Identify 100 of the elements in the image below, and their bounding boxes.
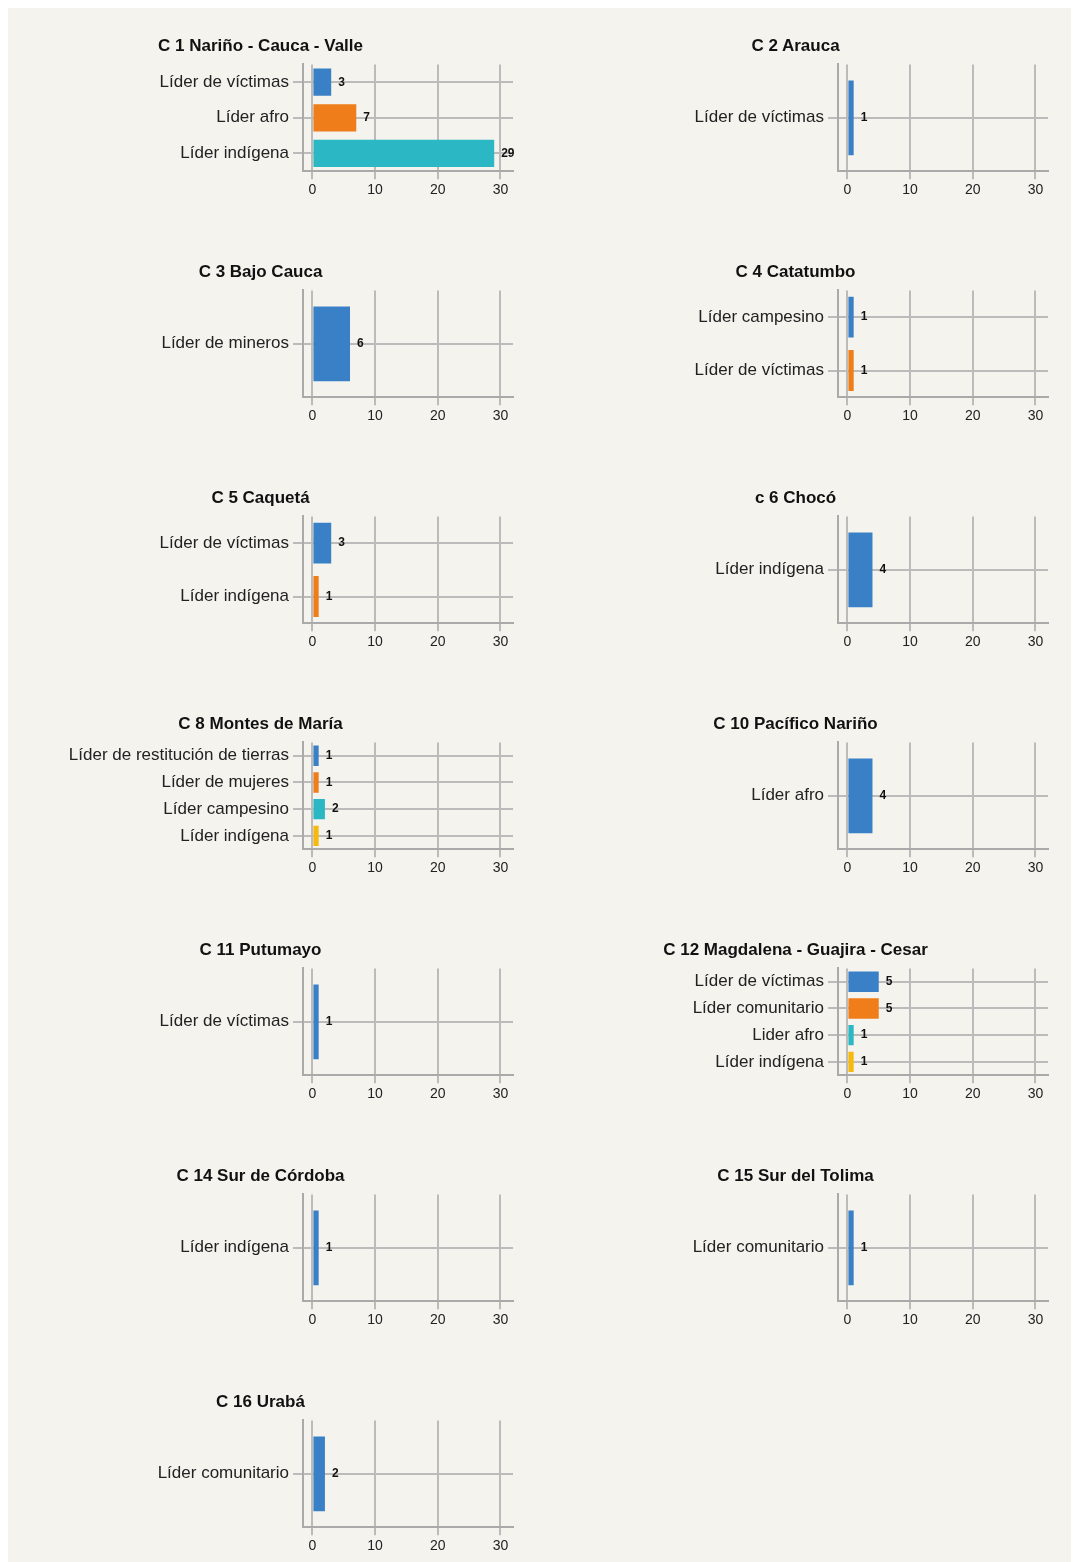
data-label: 4 (879, 562, 887, 577)
y-tick-label: Líder comunitario (157, 1463, 289, 1483)
x-tick-label: 0 (308, 1537, 317, 1554)
x-tick-label: 20 (964, 633, 981, 650)
x-tick-label: 10 (367, 1085, 384, 1102)
bar (313, 104, 357, 132)
chart-title: C 1 Nariño - Cauca - Valle (157, 35, 364, 55)
y-tick-label: Líder comunitario (692, 998, 824, 1018)
x-tick-label: 10 (367, 859, 384, 876)
x-tick-label: 0 (308, 633, 317, 650)
y-tick-label: Líder campesino (698, 306, 824, 326)
x-tick-label: 10 (367, 407, 384, 424)
y-tick-label: Líder de mineros (161, 333, 289, 353)
x-tick-label: 20 (429, 633, 446, 650)
y-tick-label: Líder de mujeres (161, 772, 289, 792)
data-label: 1 (860, 1027, 868, 1042)
y-tick-label: Líder indígena (715, 1051, 825, 1071)
chart-title: C 4 Catatumbo (735, 261, 856, 281)
data-label: 1 (860, 362, 868, 377)
data-label: 1 (325, 748, 333, 763)
y-tick-label: Líder de víctimas (694, 107, 824, 127)
x-tick-label: 30 (492, 407, 509, 424)
chart-title: C 14 Sur de Córdoba (176, 1165, 346, 1185)
data-label: 1 (860, 1054, 868, 1069)
data-label: 29 (501, 145, 515, 160)
x-tick-label: 20 (964, 407, 981, 424)
x-tick-label: 20 (429, 407, 446, 424)
x-tick-label: 20 (429, 181, 446, 198)
data-label: 2 (331, 801, 339, 816)
x-tick-label: 10 (367, 633, 384, 650)
y-tick-label: Líder de víctimas (694, 971, 824, 991)
data-label: 1 (325, 774, 333, 789)
y-tick-label: Líder afro (751, 785, 824, 805)
x-tick-label: 20 (429, 859, 446, 876)
data-label: 1 (860, 1240, 868, 1255)
x-tick-label: 0 (308, 1311, 317, 1328)
x-tick-label: 30 (1027, 633, 1044, 650)
data-label: 5 (885, 974, 893, 989)
data-label: 2 (331, 1466, 339, 1481)
y-tick-label: Líder indígena (180, 586, 290, 606)
data-label: 1 (860, 110, 868, 125)
x-tick-label: 30 (492, 633, 509, 650)
x-tick-label: 0 (308, 1085, 317, 1102)
x-tick-label: 20 (429, 1537, 446, 1554)
x-tick-label: 20 (964, 859, 981, 876)
data-label: 4 (879, 788, 887, 803)
y-tick-label: Líder de víctimas (159, 71, 289, 91)
data-label: 6 (357, 336, 365, 351)
x-tick-label: 10 (902, 407, 919, 424)
data-label: 3 (338, 74, 346, 89)
x-tick-label: 10 (367, 1537, 384, 1554)
y-tick-label: Líder de víctimas (694, 360, 824, 380)
x-tick-label: 30 (1027, 859, 1044, 876)
data-label: 7 (363, 110, 371, 125)
data-label: 5 (885, 1000, 893, 1015)
y-tick-label: Líder de víctimas (159, 532, 289, 552)
x-tick-label: 20 (964, 1085, 981, 1102)
y-tick-label: Lider afro (752, 1024, 824, 1044)
x-tick-label: 0 (843, 1311, 852, 1328)
data-label: 3 (338, 535, 346, 550)
y-tick-label: Líder de restitución de tierras (68, 745, 289, 765)
chart-title: C 15 Sur del Tolima (717, 1165, 875, 1185)
y-tick-label: Líder de víctimas (159, 1011, 289, 1031)
x-tick-label: 30 (492, 1311, 509, 1328)
x-tick-label: 0 (308, 181, 317, 198)
x-tick-label: 30 (1027, 1085, 1044, 1102)
x-tick-label: 10 (902, 859, 919, 876)
chart-title: C 12 Magdalena - Guajira - Cesar (663, 939, 929, 959)
y-tick-label: Líder afro (216, 107, 289, 127)
x-tick-label: 30 (492, 859, 509, 876)
x-tick-label: 20 (964, 181, 981, 198)
x-tick-label: 10 (902, 1311, 919, 1328)
x-tick-label: 30 (1027, 1311, 1044, 1328)
chart-title: C 8 Montes de María (178, 713, 344, 733)
x-tick-label: 30 (492, 1085, 509, 1102)
x-tick-label: 10 (902, 633, 919, 650)
x-tick-label: 20 (429, 1085, 446, 1102)
chart-title: C 11 Putumayo (199, 939, 322, 959)
chart-title: C 10 Pacífico Nariño (713, 713, 878, 733)
y-tick-label: Líder indígena (180, 1237, 290, 1257)
x-tick-label: 30 (1027, 181, 1044, 198)
chart-title: C 16 Urabá (216, 1391, 306, 1411)
x-tick-label: 0 (843, 859, 852, 876)
x-tick-label: 20 (429, 1311, 446, 1328)
data-label: 1 (325, 1014, 333, 1029)
x-tick-label: 10 (367, 1311, 384, 1328)
x-tick-label: 0 (843, 407, 852, 424)
y-tick-label: Líder campesino (163, 798, 289, 818)
y-tick-label: Líder indígena (715, 559, 825, 579)
bar (313, 68, 332, 96)
x-tick-label: 0 (843, 633, 852, 650)
x-tick-label: 20 (964, 1311, 981, 1328)
x-tick-label: 10 (902, 1085, 919, 1102)
y-tick-label: Líder comunitario (692, 1237, 824, 1257)
x-tick-label: 30 (492, 1537, 509, 1554)
data-label: 1 (860, 309, 868, 324)
y-tick-label: Líder indígena (180, 825, 290, 845)
x-tick-label: 30 (492, 181, 509, 198)
chart-title: C 2 Arauca (751, 35, 841, 55)
y-tick-label: Líder indígena (180, 143, 290, 163)
